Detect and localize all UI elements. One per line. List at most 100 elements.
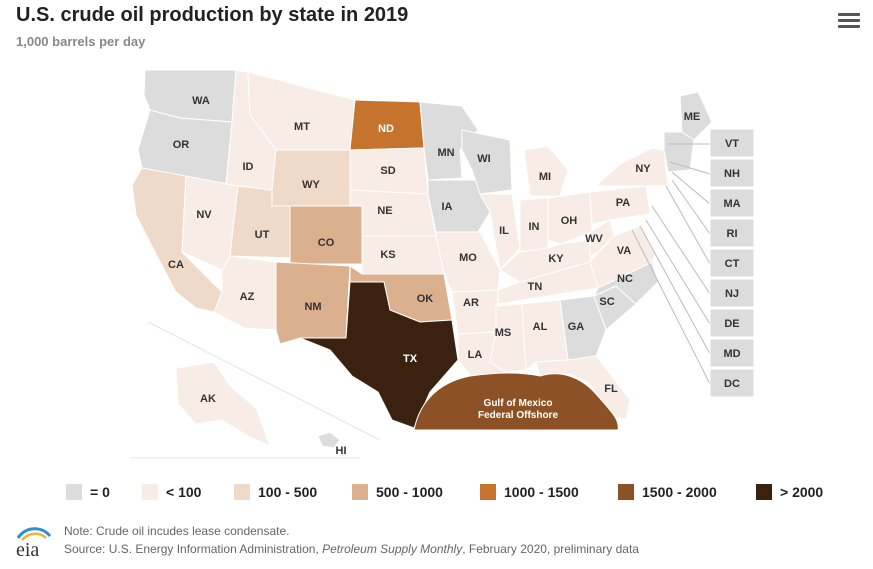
footer: eia Note: Crude oil incudes lease conden… <box>12 520 862 564</box>
label-SC: SC <box>599 296 614 308</box>
state-GOM[interactable] <box>413 372 619 431</box>
legend-item-gt2000[interactable]: > 2000 <box>756 484 823 500</box>
legend-item-zero[interactable]: = 0 <box>66 484 110 500</box>
small-state-connectors <box>631 143 711 385</box>
small-state-label-MA: MA <box>723 198 740 210</box>
state-WY[interactable] <box>271 149 351 207</box>
small-state-box-VT[interactable] <box>709 128 755 158</box>
legend-label: 100 - 500 <box>258 484 318 500</box>
label-WY: WY <box>302 179 320 191</box>
label-MT: MT <box>294 121 310 133</box>
label-FL: FL <box>604 383 618 395</box>
label-PA: PA <box>616 197 631 209</box>
hamburger-menu-icon[interactable] <box>836 10 862 34</box>
legend-swatch <box>618 484 634 500</box>
label-NC: NC <box>617 273 633 285</box>
state-labels: WA OR CA NV ID MT WY UT AZ CO NM ND SD N… <box>168 95 700 457</box>
label-TX: TX <box>403 353 418 365</box>
legend-label: = 0 <box>90 484 110 500</box>
label-GOM-1: Gulf of Mexico <box>484 398 553 409</box>
label-MO: MO <box>459 252 477 264</box>
small-state-box-DE[interactable] <box>709 308 755 338</box>
svg-text:eia: eia <box>16 539 39 558</box>
label-GA: GA <box>568 321 585 333</box>
label-AK: AK <box>200 393 216 405</box>
label-OK: OK <box>417 293 434 305</box>
label-UT: UT <box>255 229 270 241</box>
legend-item-r100_500[interactable]: 100 - 500 <box>234 484 317 500</box>
legend-swatch <box>142 484 158 500</box>
footer-note: Note: Crude oil incudes lease condensate… <box>64 524 290 538</box>
eia-logo: eia <box>16 527 52 558</box>
label-VA: VA <box>617 245 632 257</box>
state-OH[interactable] <box>547 191 593 245</box>
label-TN: TN <box>528 281 543 293</box>
label-MN: MN <box>437 147 454 159</box>
label-CO: CO <box>318 237 335 249</box>
legend-swatch <box>352 484 368 500</box>
legend-label: 1000 - 1500 <box>504 484 579 500</box>
legend: = 0 < 100 100 - 500 500 - 1000 1000 - 1500 15… <box>66 484 846 504</box>
state-NE[interactable] <box>349 189 437 237</box>
label-OH: OH <box>561 215 578 227</box>
small-state-label-NH: NH <box>724 168 740 180</box>
label-NV: NV <box>196 209 212 221</box>
small-state-box-NJ[interactable] <box>709 278 755 308</box>
state-MI[interactable] <box>523 145 569 197</box>
label-KY: KY <box>548 253 564 265</box>
small-state-box-MD[interactable] <box>709 338 755 368</box>
legend-item-r500_1000[interactable]: 500 - 1000 <box>352 484 443 500</box>
label-CA: CA <box>168 259 184 271</box>
state-MN[interactable] <box>419 101 479 181</box>
state-HI[interactable] <box>317 431 341 449</box>
legend-item-r1000_1500[interactable]: 1000 - 1500 <box>480 484 579 500</box>
small-state-box-CT[interactable] <box>709 248 755 278</box>
state-KS[interactable] <box>361 235 445 275</box>
label-WA: WA <box>192 95 210 107</box>
legend-label: > 2000 <box>780 484 824 500</box>
small-state-label-RI: RI <box>727 228 738 240</box>
source-title: Petroleum Supply Monthly <box>322 542 463 556</box>
label-IL: IL <box>499 225 509 237</box>
small-state-box-NH[interactable] <box>709 158 755 188</box>
label-MS: MS <box>495 327 512 339</box>
footer-source: Source: U.S. Energy Information Administ… <box>64 542 639 556</box>
legend-swatch <box>480 484 496 500</box>
legend-label: < 100 <box>166 484 202 500</box>
small-state-label-DC: DC <box>724 378 740 390</box>
legend-swatch <box>66 484 82 500</box>
small-state-label-MD: MD <box>723 348 740 360</box>
small-state-boxes: VT NH MA RI CT NJ DE MD DC <box>709 128 755 398</box>
state-AK[interactable] <box>175 361 271 447</box>
small-state-label-NJ: NJ <box>725 288 739 300</box>
state-IL[interactable] <box>479 193 521 271</box>
source-prefix: Source: U.S. Energy Information Administ… <box>64 542 323 556</box>
state-WV[interactable] <box>589 219 615 257</box>
state-PA[interactable] <box>589 185 651 225</box>
legend-label: 1500 - 2000 <box>642 484 717 500</box>
label-ID: ID <box>243 161 254 173</box>
legend-item-lt100[interactable]: < 100 <box>142 484 201 500</box>
small-state-box-DC[interactable] <box>709 368 755 398</box>
label-MI: MI <box>539 171 551 183</box>
legend-item-r1500_2000[interactable]: 1500 - 2000 <box>618 484 717 500</box>
state-CO[interactable] <box>289 205 363 265</box>
label-ND: ND <box>378 123 394 135</box>
label-AL: AL <box>533 321 548 333</box>
label-LA: LA <box>468 349 483 361</box>
small-state-box-RI[interactable] <box>709 218 755 248</box>
small-state-label-DE: DE <box>724 318 739 330</box>
label-KS: KS <box>380 249 395 261</box>
small-state-label-CT: CT <box>725 258 740 270</box>
chart-title: U.S. crude oil production by state in 20… <box>16 4 409 26</box>
small-state-box-MA[interactable] <box>709 188 755 218</box>
label-IA: IA <box>442 201 453 213</box>
state-GA[interactable] <box>559 295 607 361</box>
state-ME[interactable] <box>679 91 713 141</box>
inset-separators <box>130 321 381 459</box>
label-AZ: AZ <box>240 291 255 303</box>
state-NY[interactable] <box>595 147 669 187</box>
legend-swatch <box>756 484 772 500</box>
state-NE-small[interactable] <box>663 131 695 173</box>
